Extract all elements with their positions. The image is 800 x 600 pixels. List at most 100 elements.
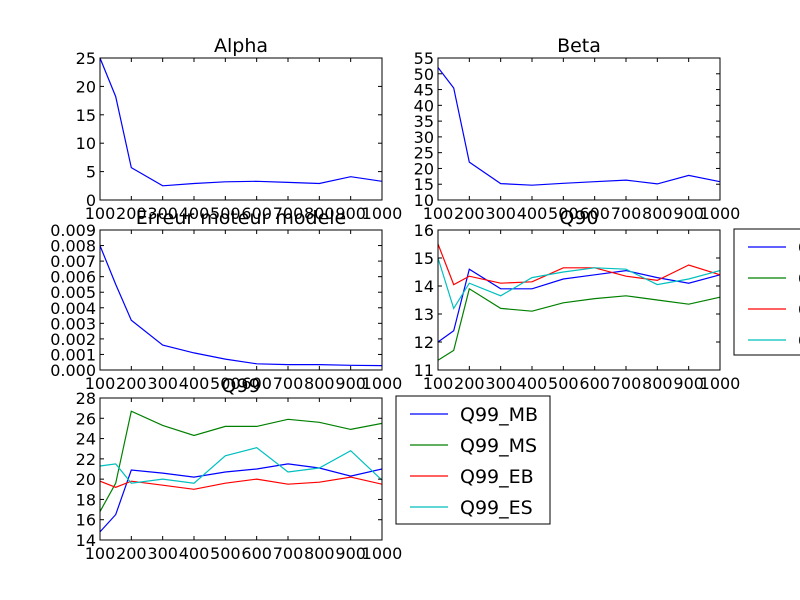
y-tick-label: 28 bbox=[76, 389, 96, 408]
x-tick-label: 300 bbox=[147, 544, 178, 563]
plot-frame bbox=[99, 57, 383, 201]
legend-box bbox=[395, 395, 551, 525]
x-tick-label: 600 bbox=[241, 374, 272, 393]
erreur-moteur-modele-chart: Erreur moteur modele 100 200 300 400 500 600 7… bbox=[50, 207, 402, 393]
y-tick-label: 45 bbox=[414, 81, 434, 100]
x-tick-label: 100 bbox=[85, 204, 116, 223]
series-line bbox=[99, 245, 383, 367]
y-tick-label: 20 bbox=[76, 470, 96, 489]
chart-title: Erreur moteur modele bbox=[136, 207, 346, 229]
plot-frame bbox=[99, 229, 383, 371]
x-tick-label: 800 bbox=[304, 204, 335, 223]
y-tick-label: 25 bbox=[414, 144, 434, 163]
x-tick-label: 200 bbox=[116, 374, 147, 393]
x-tick-label: 200 bbox=[116, 544, 147, 563]
x-tick-label: 1000 bbox=[362, 544, 403, 563]
x-tick-label: 900 bbox=[673, 204, 704, 223]
chart-title: Q90 bbox=[559, 207, 598, 229]
series-line bbox=[437, 287, 721, 361]
legend-box bbox=[733, 228, 800, 356]
x-tick-label: 500 bbox=[210, 544, 241, 563]
x-tick-label: 900 bbox=[335, 544, 366, 563]
x-tick-label: 200 bbox=[116, 204, 147, 223]
q99-chart: Q99 100 200 300 400 500 600 700 800 900100014161… bbox=[76, 375, 551, 563]
x-tick-label: 700 bbox=[273, 204, 304, 223]
y-tick-label: 16 bbox=[76, 511, 96, 530]
x-tick-label: 600 bbox=[579, 374, 610, 393]
series-line bbox=[99, 463, 383, 533]
y-tick-label: 5 bbox=[86, 163, 96, 182]
y-tick-label: 0.009 bbox=[50, 221, 96, 240]
x-tick-label: 400 bbox=[517, 374, 548, 393]
x-tick-label: 700 bbox=[611, 374, 642, 393]
y-tick-label: 50 bbox=[414, 65, 434, 84]
x-tick-label: 200 bbox=[454, 374, 485, 393]
legend-label: Q99_EB bbox=[460, 466, 534, 488]
x-tick-label: 600 bbox=[579, 204, 610, 223]
x-tick-label: 500 bbox=[548, 204, 579, 223]
legend-label: Q bbox=[798, 237, 800, 259]
y-tick-label: 20 bbox=[76, 77, 96, 96]
x-tick-label: 900 bbox=[335, 374, 366, 393]
y-tick-label: 0.005 bbox=[50, 283, 96, 302]
x-tick-label: 400 bbox=[179, 544, 210, 563]
y-tick-label: 0.007 bbox=[50, 252, 96, 271]
x-tick-label: 700 bbox=[273, 544, 304, 563]
y-tick-label: 0.006 bbox=[50, 268, 96, 287]
x-tick-label: 800 bbox=[642, 374, 673, 393]
y-tick-label: 0 bbox=[86, 191, 96, 210]
x-tick-label: 1000 bbox=[362, 204, 403, 223]
series-line bbox=[99, 57, 383, 187]
x-tick-label: 600 bbox=[241, 544, 272, 563]
x-tick-label: 500 bbox=[210, 374, 241, 393]
x-tick-label: 700 bbox=[611, 204, 642, 223]
x-tick-label: 500 bbox=[210, 204, 241, 223]
x-tick-label: 300 bbox=[147, 374, 178, 393]
x-tick-label: 1000 bbox=[700, 374, 741, 393]
x-tick-label: 800 bbox=[642, 204, 673, 223]
chart-title: Beta bbox=[557, 35, 601, 57]
y-tick-label: 15 bbox=[76, 106, 96, 125]
legend: QQQQ bbox=[733, 228, 800, 356]
y-tick-label: 10 bbox=[414, 191, 434, 210]
series-line bbox=[99, 447, 383, 484]
x-tick-label: 300 bbox=[485, 204, 516, 223]
y-tick-label: 0.003 bbox=[50, 314, 96, 333]
chart-title: Q99 bbox=[221, 375, 260, 397]
y-tick-label: 0.000 bbox=[50, 361, 96, 380]
y-tick-label: 14 bbox=[76, 531, 96, 550]
y-tick-label: 24 bbox=[76, 430, 96, 449]
y-tick-label: 22 bbox=[76, 450, 96, 469]
y-tick-label: 10 bbox=[76, 134, 96, 153]
series-line bbox=[99, 410, 383, 512]
y-tick-label: 12 bbox=[414, 333, 434, 352]
x-tick-label: 100 bbox=[423, 374, 454, 393]
y-tick-label: 20 bbox=[414, 159, 434, 178]
x-tick-label: 800 bbox=[304, 544, 335, 563]
y-tick-label: 35 bbox=[414, 112, 434, 131]
x-tick-label: 200 bbox=[454, 204, 485, 223]
x-tick-label: 500 bbox=[548, 374, 579, 393]
legend-label: Q bbox=[798, 299, 800, 321]
x-tick-label: 1000 bbox=[700, 204, 741, 223]
legend-label: Q99_MB bbox=[460, 404, 538, 426]
y-tick-label: 0.002 bbox=[50, 330, 96, 349]
y-tick-label: 18 bbox=[76, 490, 96, 509]
q90-chart: Q90 100 200 300 400 500 600 700 800 900100011121… bbox=[414, 207, 800, 393]
x-tick-label: 600 bbox=[241, 204, 272, 223]
legend-label: Q99_MS bbox=[460, 435, 537, 457]
plot-frame bbox=[437, 229, 721, 371]
plot-frame bbox=[99, 397, 383, 541]
x-tick-label: 100 bbox=[423, 204, 454, 223]
x-tick-label: 900 bbox=[673, 374, 704, 393]
legend: Q99_MB Q99_MS Q99_EB Q99_ES bbox=[395, 395, 551, 525]
x-tick-label: 300 bbox=[147, 204, 178, 223]
y-tick-label: 15 bbox=[414, 175, 434, 194]
x-tick-label: 900 bbox=[335, 204, 366, 223]
series-line bbox=[437, 268, 721, 343]
x-tick-label: 300 bbox=[485, 374, 516, 393]
legend-label: Q99_ES bbox=[460, 497, 533, 519]
